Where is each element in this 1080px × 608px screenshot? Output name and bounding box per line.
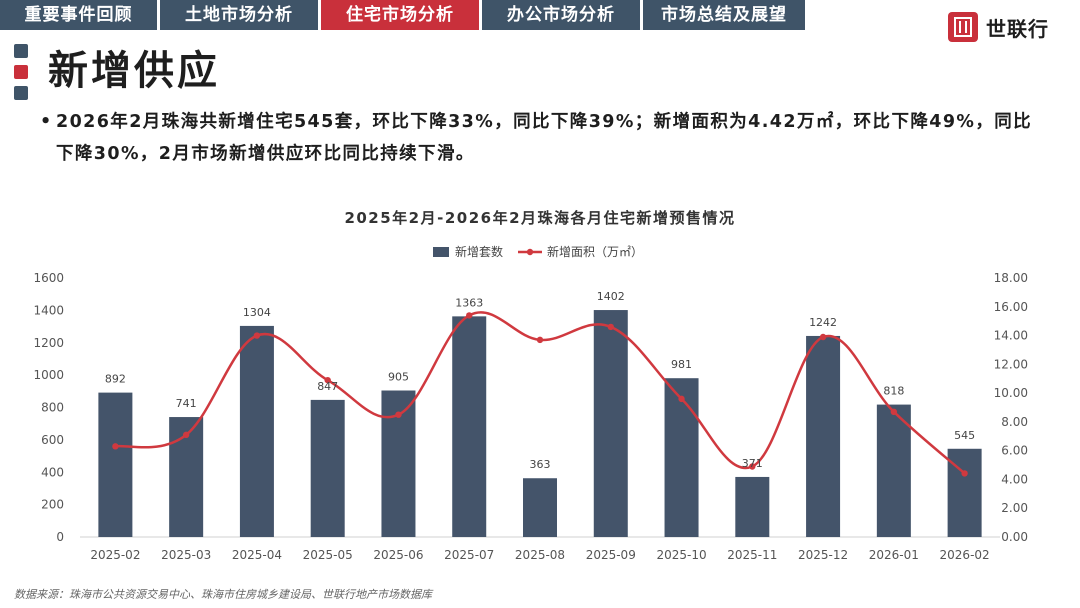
line-point [536, 336, 544, 344]
title-decoration [14, 44, 28, 100]
summary-body: 2026年2月珠海共新增住宅545套，环比下降33%，同比下降39%；新增面积为… [56, 112, 1033, 164]
x-tick-label: 2025-08 [515, 548, 565, 562]
x-tick-label: 2025-10 [656, 548, 706, 562]
x-tick-label: 2026-01 [869, 548, 919, 562]
bar [98, 392, 133, 537]
y-right-tick-label: 6.00 [1001, 444, 1028, 458]
line-point [749, 463, 756, 470]
page-title: 新增供应 [48, 48, 220, 94]
line-point [607, 323, 614, 331]
line-point [112, 443, 119, 450]
bullet-icon: • [40, 112, 53, 132]
y-right-tick-label: 2.00 [1001, 501, 1028, 515]
line-point [961, 470, 968, 477]
y-left-tick-label: 600 [41, 433, 64, 447]
tab-residential[interactable]: 住宅市场分析 [321, 0, 479, 30]
brand-name: 世联行 [986, 16, 1049, 41]
y-left-tick-label: 1400 [33, 303, 64, 317]
tab-land[interactable]: 土地市场分析 [160, 0, 318, 30]
bar-data-label: 1242 [809, 316, 837, 329]
bar [664, 378, 699, 537]
y-right-tick-label: 12.00 [994, 357, 1028, 371]
y-right-tick-label: 8.00 [1001, 415, 1028, 429]
legend-line-marker [526, 248, 534, 256]
bar [806, 335, 841, 537]
y-left-tick-label: 200 [41, 498, 64, 512]
bar [593, 310, 628, 537]
y-left-tick-label: 400 [41, 465, 64, 479]
bar [239, 325, 274, 537]
bar-data-label: 1363 [455, 296, 483, 309]
y-right-tick-label: 18.00 [994, 271, 1028, 285]
line-point [466, 312, 473, 319]
tab-office[interactable]: 办公市场分析 [482, 0, 640, 30]
legend-bar-swatch [433, 247, 449, 257]
y-left-tick-label: 1000 [33, 368, 64, 382]
decor-square-icon [14, 86, 28, 100]
bar-data-label: 892 [105, 373, 126, 386]
bar [452, 316, 487, 537]
x-tick-label: 2025-09 [586, 548, 636, 562]
y-right-tick-label: 16.00 [994, 300, 1028, 314]
bar-data-label: 741 [176, 397, 197, 410]
line-point [253, 332, 261, 339]
y-right-tick-label: 0.00 [1001, 530, 1028, 544]
brand-mark-icon [948, 12, 978, 42]
bar-data-label: 363 [530, 458, 551, 471]
bar-data-label: 905 [388, 371, 409, 384]
chart-title: 2025年2月-2026年2月珠海各月住宅新增预售情况 [344, 209, 736, 227]
x-tick-label: 2026-02 [940, 548, 990, 562]
line-point [324, 376, 331, 384]
y-right-tick-label: 4.00 [1001, 472, 1028, 486]
nav-tabs: 重要事件回顾 土地市场分析 住宅市场分析 办公市场分析 市场总结及展望 [0, 0, 805, 30]
y-left-tick-label: 0 [56, 530, 64, 544]
legend-line-label: 新增面积（万㎡） [547, 244, 643, 259]
bar-data-label: 1402 [597, 290, 625, 303]
tab-events[interactable]: 重要事件回顾 [0, 0, 157, 30]
line-point [890, 408, 898, 416]
x-tick-label: 2025-07 [444, 548, 494, 562]
decor-square-icon [14, 65, 28, 79]
x-tick-label: 2025-03 [161, 548, 211, 562]
x-tick-label: 2025-05 [303, 548, 353, 562]
bar-data-label: 847 [317, 380, 338, 393]
bar-data-label: 981 [671, 358, 692, 371]
y-left-tick-label: 1200 [33, 336, 64, 350]
line-point [819, 333, 827, 341]
y-right-tick-label: 10.00 [994, 386, 1028, 400]
decor-square-icon [14, 44, 28, 58]
summary-text: • 2026年2月珠海共新增住宅545套，环比下降33%，同比下降39%；新增面… [40, 106, 1046, 170]
x-tick-label: 2025-06 [373, 548, 423, 562]
x-tick-label: 2025-11 [727, 548, 777, 562]
line-point [395, 411, 402, 418]
bar-data-label: 1304 [243, 306, 271, 319]
line-point [182, 431, 190, 439]
bar-data-label: 818 [883, 385, 904, 398]
y-left-tick-label: 800 [41, 401, 64, 415]
legend-bar-label: 新增套数 [455, 244, 503, 259]
bar-data-label: 545 [954, 429, 975, 442]
bar-data-label: 371 [742, 457, 763, 470]
x-tick-label: 2025-04 [232, 548, 282, 562]
x-tick-label: 2025-02 [90, 548, 140, 562]
data-source: 数据来源：珠海市公共资源交易中心、珠海市住房城乡建设局、世联行地产市场数据库 [14, 588, 432, 601]
line-point [678, 395, 685, 403]
y-left-tick-label: 1600 [33, 271, 64, 285]
x-tick-label: 2025-12 [798, 548, 848, 562]
bar [876, 404, 911, 537]
brand-logo: 世联行 [948, 12, 1049, 42]
bar [523, 478, 557, 537]
bar [310, 399, 345, 537]
y-right-tick-label: 14.00 [994, 329, 1028, 343]
tab-summary[interactable]: 市场总结及展望 [643, 0, 805, 30]
bar [735, 476, 770, 537]
